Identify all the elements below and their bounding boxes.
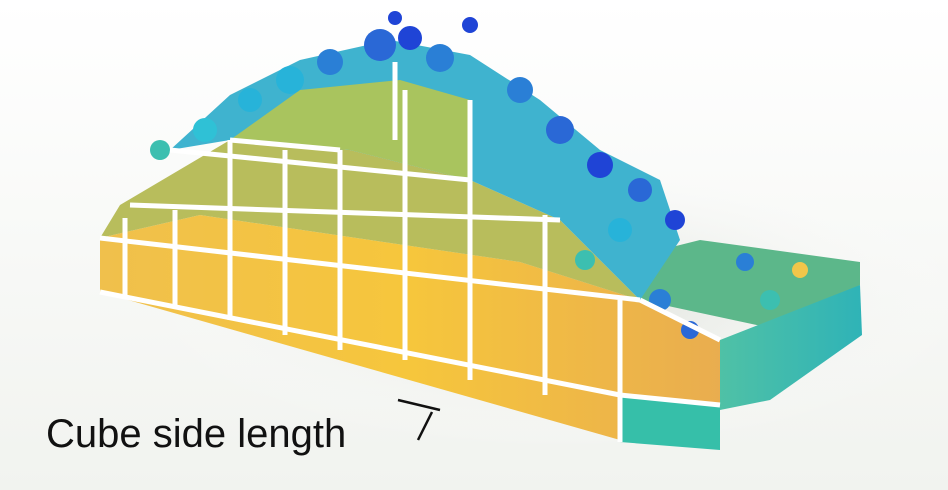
turbulence-blobs [150, 11, 808, 339]
grid-lines [99, 62, 722, 442]
front-right-cube [620, 395, 720, 450]
front-face-lower [100, 215, 720, 448]
right-block-side [720, 285, 862, 410]
upper-hill-green [230, 80, 470, 180]
cube-side-length-label: Cube side length [46, 412, 347, 456]
cube-side-length-marker [397, 398, 441, 441]
front-face-middle [100, 140, 640, 300]
